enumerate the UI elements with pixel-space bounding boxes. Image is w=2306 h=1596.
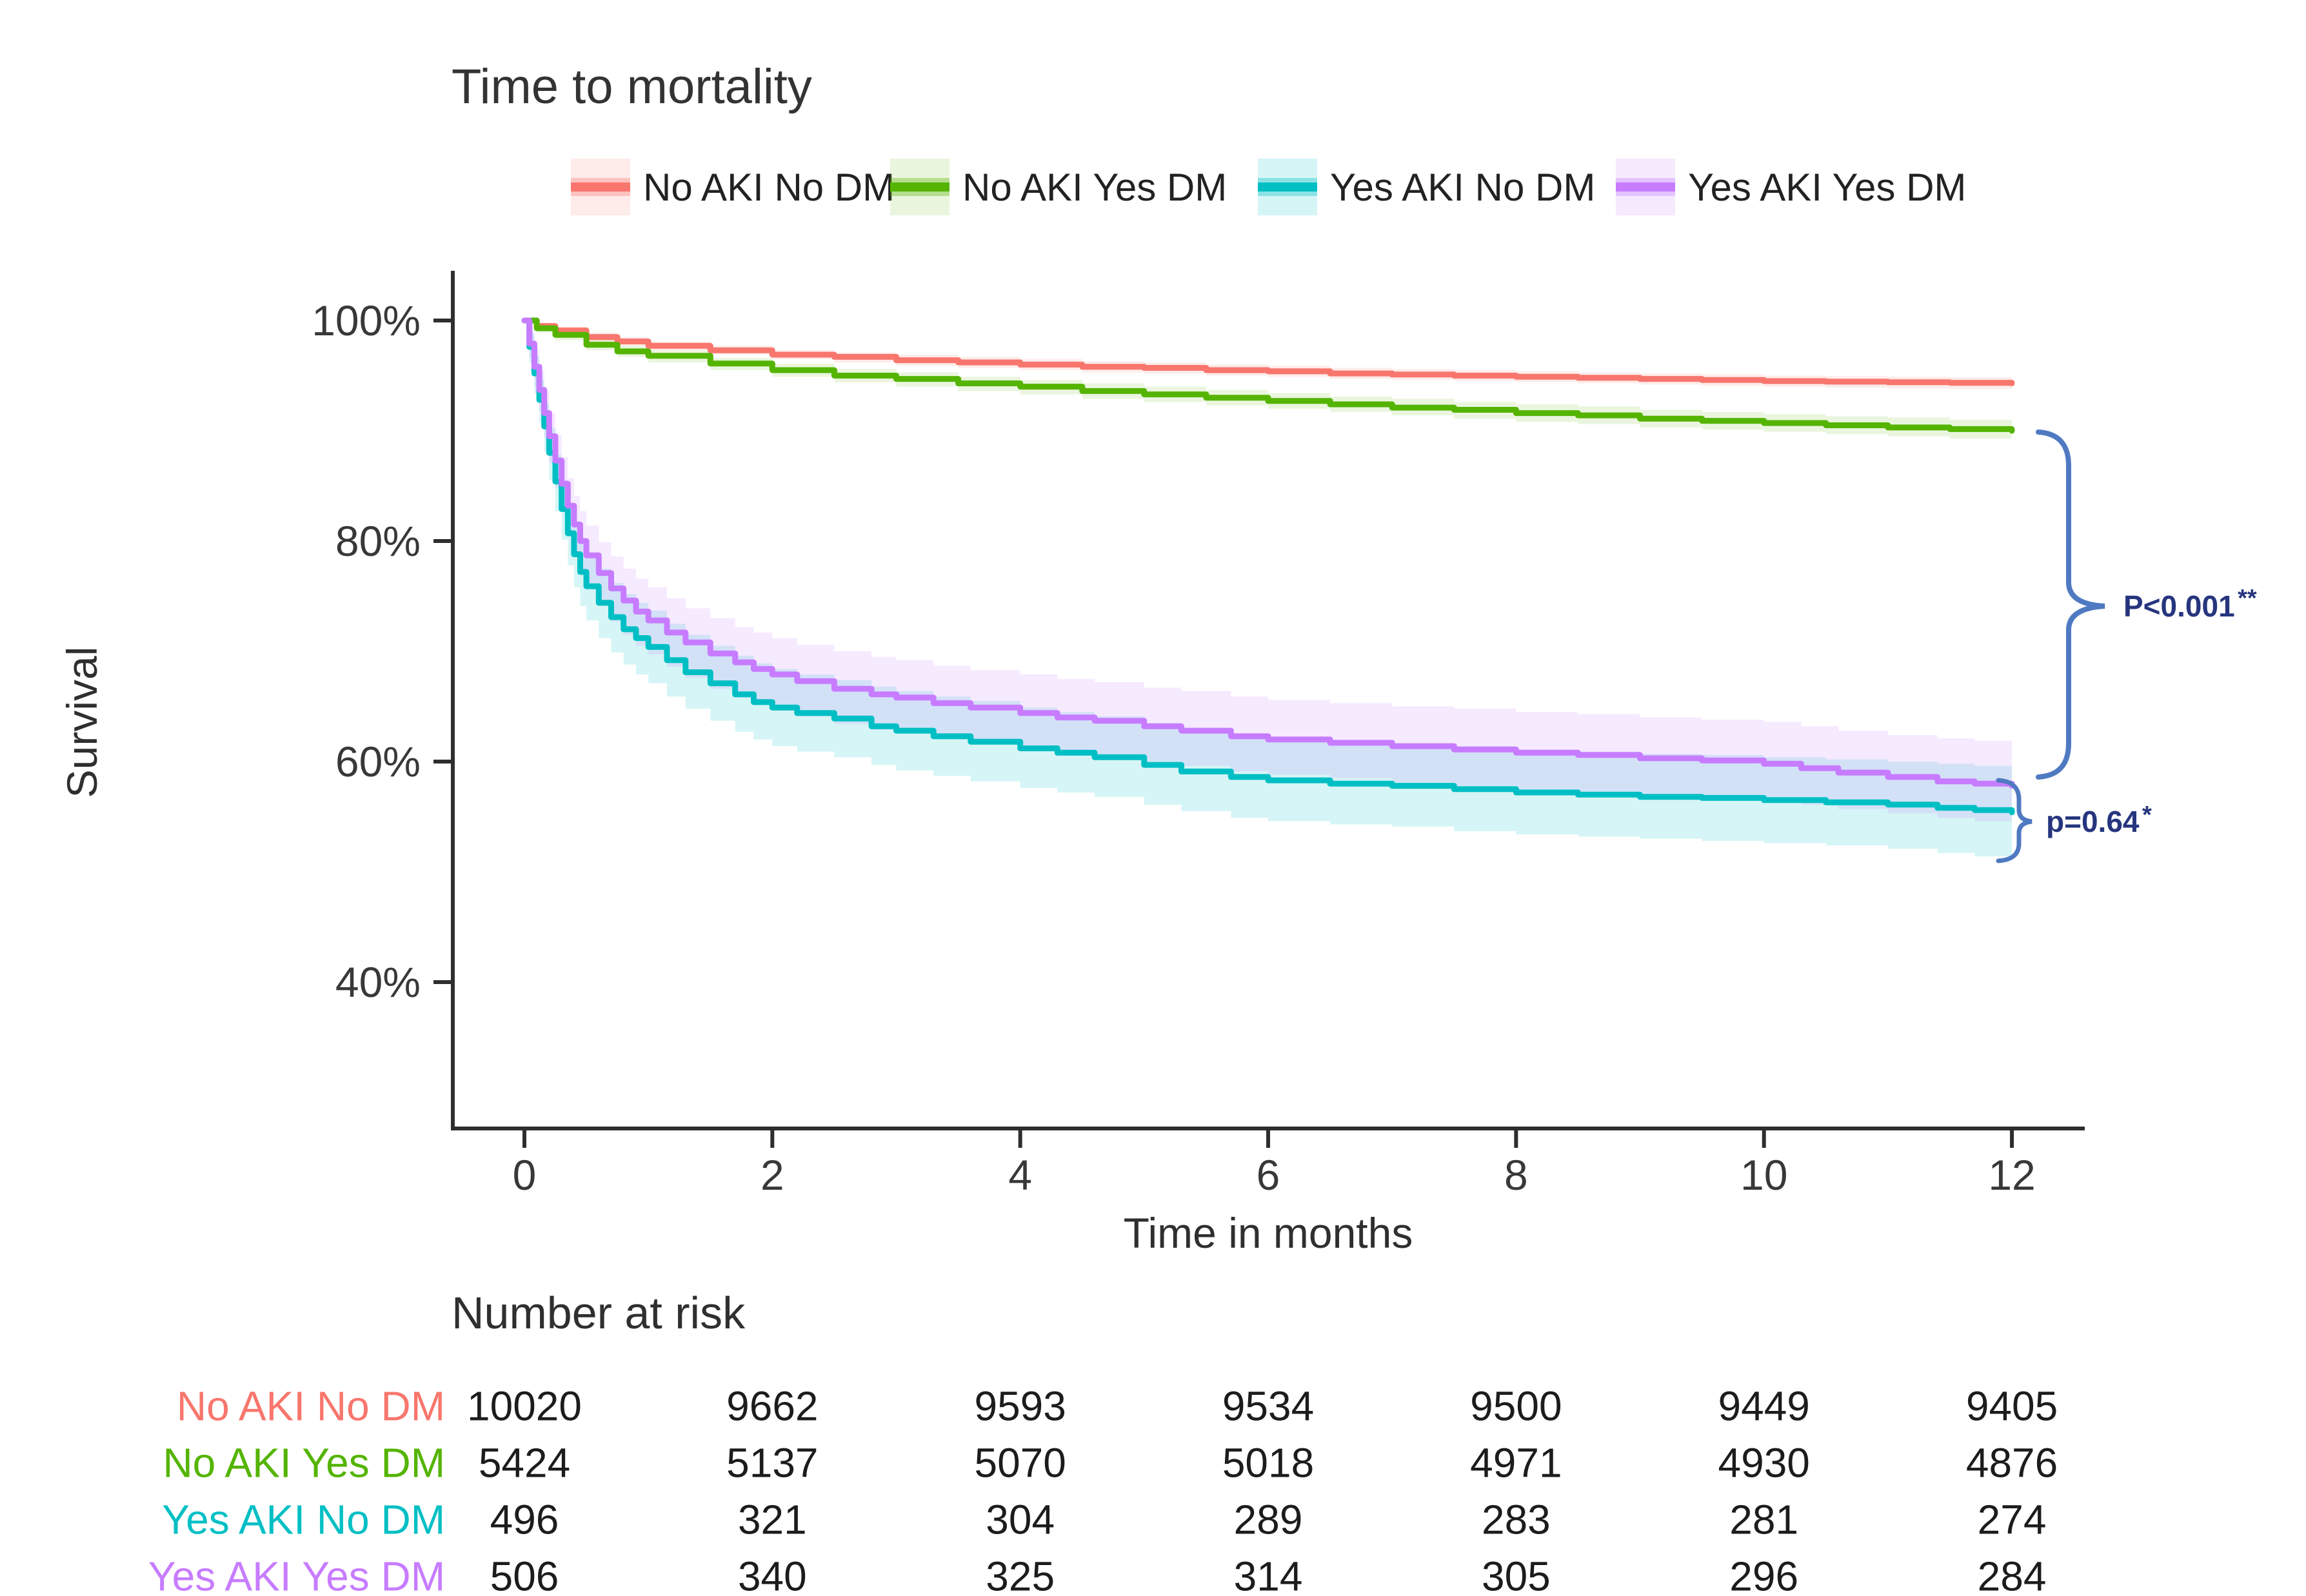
risk-row-no-aki-yes-dm: No AKI Yes DM 5424 5137 5070 5018 4971 4930 487… [163, 1439, 2058, 1486]
risk-count-no-aki-yes-dm-m0: 5424 [479, 1439, 570, 1486]
legend-line-swatch-no-aki-yes-dm [890, 182, 949, 192]
risk-row-no-aki-no-dm: No AKI No DM 10020 9662 9593 9534 9500 9449 940… [177, 1383, 2058, 1429]
legend-label-yes-aki-no-dm: Yes AKI No DM [1330, 166, 1595, 209]
risk-count-no-aki-yes-dm-m4: 5070 [974, 1439, 1066, 1486]
risk-count-no-aki-no-dm-m12: 9405 [1966, 1383, 2058, 1429]
legend: No AKI No DM No AKI Yes DM Yes AKI No DM Ye… [571, 159, 1966, 215]
risk-row-label-yes-aki-yes-dm: Yes AKI Yes DM [148, 1553, 445, 1596]
risk-count-no-aki-yes-dm-m8: 4971 [1470, 1439, 1562, 1486]
p-value-aki-groups: p=0.64 * [2046, 802, 2152, 838]
legend-item-no-aki-no-dm: No AKI No DM [571, 159, 895, 215]
risk-row-label-no-aki-no-dm: No AKI No DM [177, 1383, 445, 1429]
risk-count-no-aki-no-dm-m6: 9534 [1222, 1383, 1314, 1429]
x-tick-label-2: 2 [760, 1151, 784, 1199]
x-tick-label-12: 12 [1988, 1151, 2035, 1199]
curve-yes-aki-no-dm [521, 317, 2015, 816]
p-value-overall-stars: ** [2238, 585, 2257, 612]
risk-count-no-aki-yes-dm-m6: 5018 [1222, 1439, 1314, 1486]
p-value-overall-text: P<0.001 [2123, 589, 2235, 623]
risk-count-no-aki-no-dm-m10: 9449 [1718, 1383, 1810, 1429]
risk-count-yes-aki-yes-dm-m12: 284 [1978, 1553, 2047, 1596]
risk-row-yes-aki-yes-dm: Yes AKI Yes DM 506 340 325 314 305 296 284 [148, 1553, 2047, 1596]
risk-table: No AKI No DM 10020 9662 9593 9534 9500 9449 940… [148, 1383, 2058, 1596]
x-axis-title: Time in months [1124, 1209, 1413, 1257]
x-tick-label-8: 8 [1504, 1151, 1528, 1199]
x-tick-label-10: 10 [1740, 1151, 1787, 1199]
y-tick-label-80: 80% [335, 517, 421, 565]
legend-label-no-aki-no-dm: No AKI No DM [643, 166, 895, 209]
risk-row-yes-aki-no-dm: Yes AKI No DM 496 321 304 289 283 281 274 [162, 1496, 2046, 1542]
legend-label-no-aki-yes-dm: No AKI Yes DM [962, 166, 1227, 209]
x-tick-label-0: 0 [513, 1151, 537, 1199]
x-tick-label-4: 4 [1008, 1151, 1032, 1199]
risk-count-yes-aki-yes-dm-m0: 506 [490, 1553, 559, 1596]
p-value-aki-groups-text: p=0.64 [2046, 805, 2140, 838]
y-axis-title: Survival [58, 647, 106, 798]
p-value-overall: P<0.001 ** [2123, 585, 2257, 623]
risk-count-yes-aki-yes-dm-m6: 314 [1234, 1553, 1303, 1596]
risk-count-yes-aki-yes-dm-m2: 340 [738, 1553, 807, 1596]
risk-count-yes-aki-no-dm-m6: 289 [1234, 1496, 1303, 1542]
y-axis-ticks: 100% 80% 60% 40% [312, 297, 453, 1006]
legend-label-yes-aki-yes-dm: Yes AKI Yes DM [1688, 166, 1966, 209]
p-value-aki-groups-star: * [2142, 802, 2152, 829]
risk-row-label-no-aki-yes-dm: No AKI Yes DM [163, 1439, 445, 1486]
risk-count-no-aki-no-dm-m4: 9593 [974, 1383, 1066, 1429]
risk-count-no-aki-no-dm-m0: 10020 [467, 1383, 582, 1429]
risk-count-yes-aki-yes-dm-m4: 325 [986, 1553, 1055, 1596]
y-tick-label-60: 60% [335, 738, 421, 785]
risk-count-yes-aki-no-dm-m0: 496 [490, 1496, 559, 1542]
risk-count-no-aki-yes-dm-m12: 4876 [1966, 1439, 2058, 1486]
risk-count-yes-aki-no-dm-m2: 321 [738, 1496, 807, 1542]
curve-yes-aki-yes-dm [521, 317, 2015, 789]
legend-line-swatch-yes-aki-yes-dm [1616, 182, 1675, 192]
legend-item-no-aki-yes-dm: No AKI Yes DM [890, 159, 1227, 215]
plot-title: Time to mortality [452, 59, 812, 114]
brace-p-overall [2036, 429, 2105, 780]
risk-count-yes-aki-no-dm-m12: 274 [1978, 1496, 2047, 1542]
risk-count-yes-aki-no-dm-m4: 304 [986, 1496, 1055, 1542]
y-tick-label-100: 100% [312, 297, 421, 344]
risk-row-label-yes-aki-no-dm: Yes AKI No DM [162, 1496, 445, 1542]
legend-line-swatch-no-aki-no-dm [571, 182, 630, 192]
ci-band-no-aki-yes-dm [524, 320, 2012, 441]
risk-count-no-aki-yes-dm-m10: 4930 [1718, 1439, 1810, 1486]
curve-no-aki-no-dm [521, 317, 2015, 386]
legend-item-yes-aki-yes-dm: Yes AKI Yes DM [1616, 159, 1966, 215]
risk-table-title: Number at risk [452, 1288, 746, 1338]
survival-curves [521, 317, 2015, 816]
brace-p-aki-groups [1996, 778, 2033, 863]
x-tick-label-6: 6 [1257, 1151, 1280, 1199]
risk-count-no-aki-no-dm-m2: 9662 [726, 1383, 818, 1429]
legend-item-yes-aki-no-dm: Yes AKI No DM [1258, 159, 1595, 215]
risk-count-yes-aki-yes-dm-m8: 305 [1482, 1553, 1551, 1596]
risk-count-yes-aki-no-dm-m10: 281 [1729, 1496, 1798, 1542]
risk-count-no-aki-no-dm-m8: 9500 [1470, 1383, 1562, 1429]
curve-no-aki-yes-dm [521, 317, 2015, 434]
x-axis-ticks: 0 2 4 6 8 10 12 [513, 1130, 2036, 1199]
ci-band-no-aki-no-dm [524, 320, 2012, 390]
risk-count-yes-aki-yes-dm-m10: 296 [1729, 1553, 1798, 1596]
legend-line-swatch-yes-aki-no-dm [1258, 182, 1317, 192]
risk-count-no-aki-yes-dm-m2: 5137 [726, 1439, 818, 1486]
y-tick-label-40: 40% [335, 958, 421, 1006]
risk-count-yes-aki-no-dm-m8: 283 [1482, 1496, 1551, 1542]
